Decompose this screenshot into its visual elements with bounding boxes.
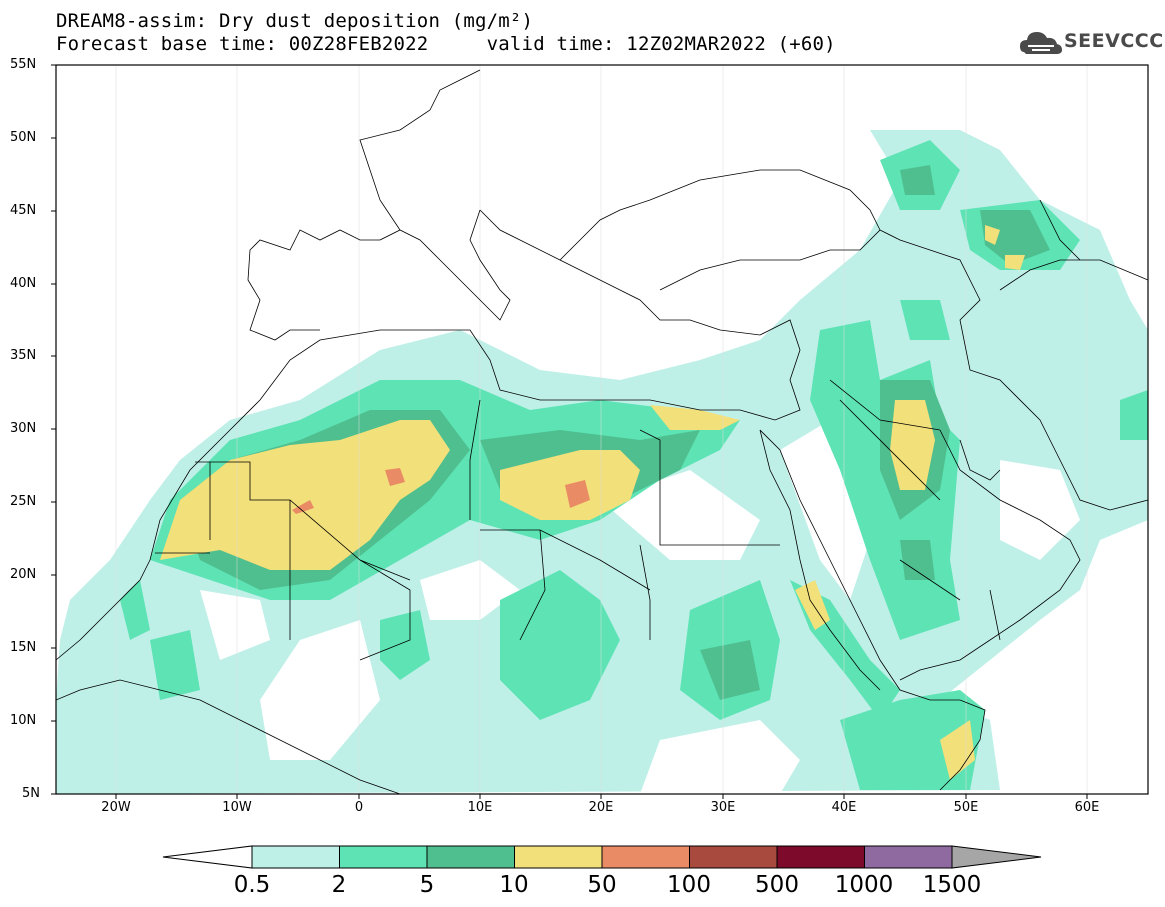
- colorbar-label: 1000: [834, 872, 894, 898]
- colorbar-label: 0.5: [233, 872, 271, 898]
- lon-label: 0: [354, 800, 364, 815]
- colorbar-box: [864, 845, 953, 869]
- axis-ticks: [51, 64, 1088, 799]
- coastlines-and-borders: [56, 69, 1148, 794]
- lat-label: 50N: [10, 130, 37, 145]
- graticule: [115, 65, 1088, 794]
- forecast-times: Forecast base time: 00Z28FEB2022 valid t…: [56, 33, 836, 55]
- lon-label: 60E: [1074, 800, 1100, 815]
- colorbar-label: 500: [755, 872, 799, 898]
- colorbar-label: 2: [331, 872, 347, 898]
- colorbar: [162, 845, 1042, 869]
- lon-label: 30E: [710, 800, 736, 815]
- colorbar-label: 50: [587, 872, 617, 898]
- colorbar-box: [339, 845, 428, 869]
- lon-label: 50E: [953, 800, 979, 815]
- lat-label: 5N: [22, 786, 40, 801]
- colorbar-box: [514, 845, 603, 869]
- lat-label: 45N: [10, 203, 37, 218]
- lon-label: 20W: [101, 800, 131, 815]
- colorbar-box: [426, 845, 515, 869]
- lat-label: 20N: [10, 567, 37, 582]
- lat-label: 55N: [10, 57, 37, 72]
- colorbar-label: 1500: [922, 872, 982, 898]
- logo-text: SEEVCCC: [1064, 30, 1164, 52]
- colorbar-box: [689, 845, 778, 869]
- colorbar-label: 5: [419, 872, 435, 898]
- lat-label: 25N: [10, 494, 37, 509]
- deposition-level-50: [292, 468, 590, 514]
- cloud-logo-icon: [1020, 32, 1062, 54]
- colorbar-under-triangle: [162, 845, 253, 869]
- colorbar-box: [251, 845, 340, 869]
- lat-label: 40N: [10, 276, 37, 291]
- lon-label: 40E: [831, 800, 857, 815]
- colorbar-over-triangle: [951, 845, 1042, 869]
- colorbar-box: [776, 845, 865, 869]
- lon-label: 10W: [222, 800, 252, 815]
- lon-label: 20E: [588, 800, 614, 815]
- colorbar-label: 100: [667, 872, 711, 898]
- map-title: DREAM8-assim: Dry dust deposition (mg/m²…: [56, 10, 534, 32]
- lat-label: 30N: [10, 421, 37, 436]
- lon-label: 10E: [467, 800, 493, 815]
- lat-label: 10N: [10, 713, 37, 728]
- colorbar-box: [601, 845, 690, 869]
- lat-label: 35N: [10, 348, 37, 363]
- lat-label: 15N: [10, 640, 37, 655]
- colorbar-label: 10: [499, 872, 529, 898]
